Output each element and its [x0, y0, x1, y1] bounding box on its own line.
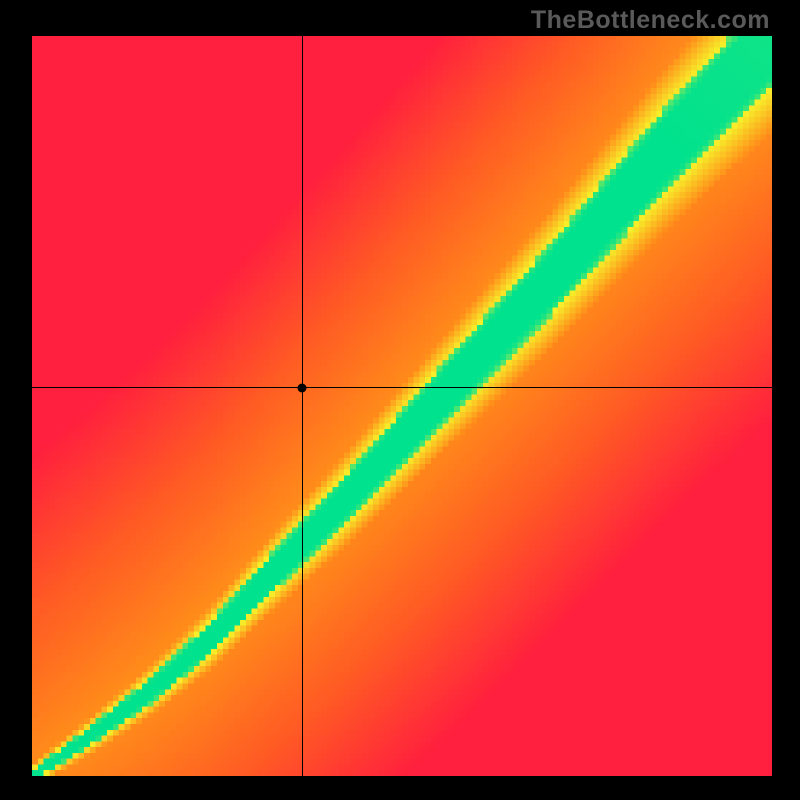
crosshair-horizontal	[32, 387, 772, 388]
heatmap-plot	[32, 36, 772, 776]
heatmap-canvas	[32, 36, 772, 776]
crosshair-marker	[298, 383, 307, 392]
watermark-text: TheBottleneck.com	[531, 6, 770, 35]
crosshair-vertical	[302, 36, 303, 776]
